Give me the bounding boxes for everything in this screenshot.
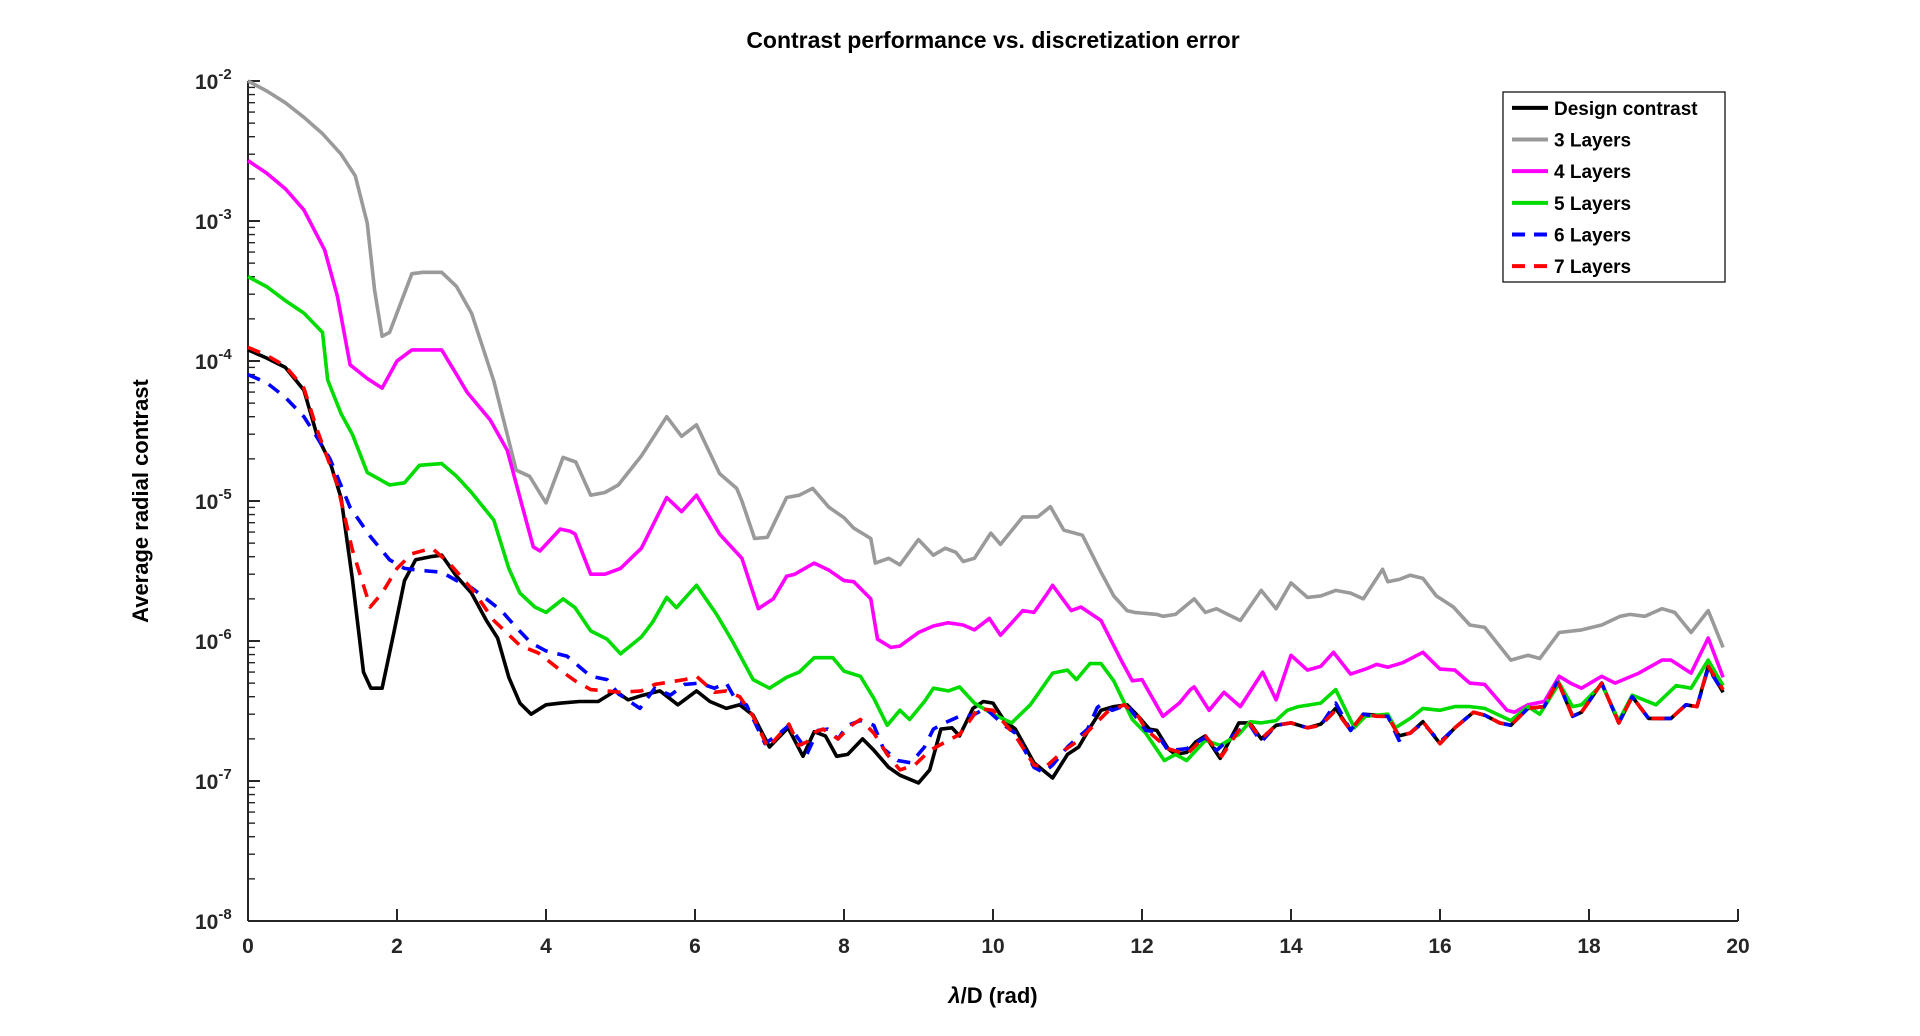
y-tick-exponent: -8 bbox=[218, 906, 231, 923]
legend-label-design-contrast: Design contrast bbox=[1554, 99, 1698, 120]
series-line-3-layers bbox=[247, 79, 1725, 662]
x-tick-label: 8 bbox=[838, 935, 850, 958]
x-tick-label: 16 bbox=[1428, 935, 1451, 958]
tick-labels: 0 2 4 6 8 10 12 14 16 18 2010-210-310-410-510-610-… bbox=[195, 66, 1750, 958]
y-tick-label: 10-5 bbox=[195, 486, 232, 514]
axis-major-ticks bbox=[247, 80, 1739, 922]
x-axis-label: λ/D (rad) bbox=[947, 983, 1037, 1008]
y-tick-label: 10-6 bbox=[195, 626, 232, 654]
axis-spines bbox=[247, 81, 1738, 922]
legend: Design contrast 3 Layers 4 Layers 5 Layers 6… bbox=[1502, 91, 1726, 283]
x-tick-label: 20 bbox=[1726, 935, 1749, 958]
x-tick-label: 6 bbox=[689, 935, 701, 958]
x-tick-label: 0 bbox=[242, 935, 254, 958]
y-tick-exponent: -3 bbox=[218, 206, 231, 223]
y-axis-label: Average radial contrast bbox=[128, 378, 153, 622]
y-tick-mantissa: 10 bbox=[195, 911, 218, 934]
y-tick-mantissa: 10 bbox=[195, 491, 218, 514]
series-line-design-contrast bbox=[247, 348, 1725, 785]
series-line-6-layers bbox=[247, 372, 1725, 775]
y-tick-exponent: -5 bbox=[218, 486, 231, 503]
y-tick-mantissa: 10 bbox=[195, 211, 218, 234]
series-line-5-layers bbox=[247, 275, 1725, 763]
y-tick-mantissa: 10 bbox=[195, 631, 218, 654]
x-tick-label: 18 bbox=[1577, 935, 1601, 958]
legend-label-4-layers: 4 Layers bbox=[1554, 162, 1631, 183]
data-series-lines bbox=[246, 79, 1725, 785]
y-tick-label: 10-3 bbox=[195, 206, 232, 234]
x-axis-label-lambda: λ bbox=[947, 983, 960, 1008]
y-tick-exponent: -6 bbox=[218, 626, 231, 643]
y-tick-label: 10-8 bbox=[195, 906, 232, 934]
series-line-7-layers bbox=[247, 345, 1725, 772]
legend-label-5-layers: 5 Layers bbox=[1554, 194, 1631, 215]
x-tick-label: 12 bbox=[1130, 935, 1153, 958]
x-tick-label: 4 bbox=[540, 935, 552, 958]
y-tick-label: 10-4 bbox=[195, 346, 232, 374]
x-tick-label: 14 bbox=[1279, 935, 1303, 958]
legend-label-6-layers: 6 Layers bbox=[1554, 226, 1631, 247]
legend-label-7-layers: 7 Layers bbox=[1554, 257, 1631, 278]
x-tick-label: 2 bbox=[391, 935, 403, 958]
y-tick-mantissa: 10 bbox=[195, 771, 218, 794]
y-tick-mantissa: 10 bbox=[195, 71, 218, 94]
y-tick-mantissa: 10 bbox=[195, 351, 218, 374]
y-tick-exponent: -4 bbox=[218, 346, 232, 363]
series-line-4-layers bbox=[246, 159, 1725, 719]
x-axis-label-rest: /D (rad) bbox=[961, 983, 1038, 1008]
y-tick-label: 10-2 bbox=[195, 66, 232, 94]
y-tick-label: 10-7 bbox=[195, 766, 232, 794]
y-tick-exponent: -7 bbox=[218, 766, 231, 783]
x-tick-label: 10 bbox=[981, 935, 1004, 958]
legend-box bbox=[1502, 91, 1726, 283]
y-tick-exponent: -2 bbox=[218, 66, 231, 83]
chart-title: Contrast performance vs. discretization … bbox=[746, 27, 1239, 53]
legend-label-3-layers: 3 Layers bbox=[1554, 131, 1631, 152]
y-minor-ticks bbox=[248, 86, 255, 880]
